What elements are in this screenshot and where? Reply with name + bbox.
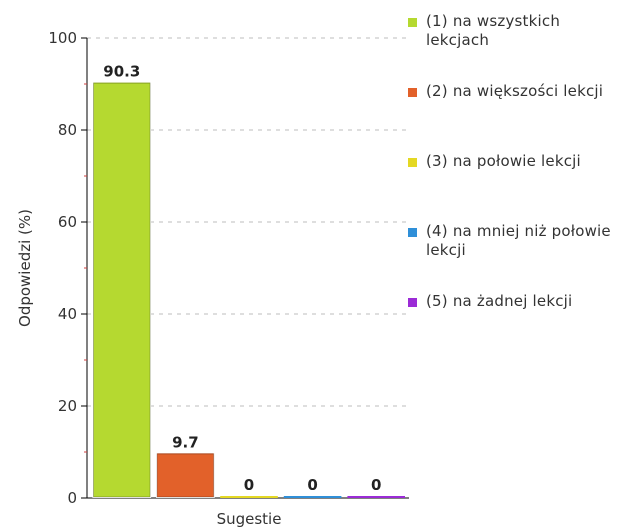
bar bbox=[283, 496, 342, 498]
legend-label: (3) na połowie lekcji bbox=[426, 152, 581, 170]
bar bbox=[220, 496, 278, 498]
legend-item: (2) na większości lekcji bbox=[405, 78, 619, 148]
legend-swatch bbox=[408, 158, 417, 167]
y-tick-label: 0 bbox=[67, 489, 77, 507]
bar-outline bbox=[93, 82, 151, 498]
legend-swatch bbox=[408, 298, 417, 307]
y-axis-title: Odpowiedzi (%) bbox=[16, 209, 34, 327]
y-tick-label: 40 bbox=[58, 305, 77, 323]
y-tick-label: 80 bbox=[58, 121, 77, 139]
bars bbox=[92, 81, 405, 499]
legend-item: (3) na połowie lekcji bbox=[405, 148, 619, 218]
data-label: 9.7 bbox=[172, 433, 199, 451]
x-axis-title: Sugestie bbox=[217, 510, 282, 527]
data-label: 0 bbox=[371, 476, 381, 494]
legend-swatch bbox=[408, 228, 417, 237]
data-labels: 90.3 9.7 0 0 0 bbox=[103, 63, 381, 494]
legend-label: (1) na wszystkich lekcjach bbox=[426, 12, 561, 49]
legend-label: (5) na żadnej lekcji bbox=[426, 292, 573, 310]
data-label: 90.3 bbox=[103, 63, 140, 81]
legend: (1) na wszystkich lekcjach (2) na większ… bbox=[405, 8, 619, 358]
legend-swatch bbox=[408, 18, 417, 27]
bar bbox=[92, 81, 152, 499]
y-tick-label: 100 bbox=[48, 29, 77, 47]
data-label: 0 bbox=[244, 476, 254, 494]
legend-swatch bbox=[408, 88, 417, 97]
legend-item: (4) na mniej niż połowie lekcji bbox=[405, 218, 619, 288]
bar-outline bbox=[156, 453, 215, 498]
bar bbox=[156, 452, 215, 499]
y-tick-label: 60 bbox=[58, 213, 77, 231]
legend-label: (4) na mniej niż połowie lekcji bbox=[426, 222, 611, 259]
legend-item: (1) na wszystkich lekcjach bbox=[405, 8, 619, 78]
data-label: 0 bbox=[307, 476, 317, 494]
y-ticks: 0 20 40 60 80 100 bbox=[48, 29, 87, 507]
legend-item: (5) na żadnej lekcji bbox=[405, 288, 619, 358]
legend-label: (2) na większości lekcji bbox=[426, 82, 604, 100]
bar bbox=[347, 496, 405, 498]
y-tick-label: 20 bbox=[58, 397, 77, 415]
